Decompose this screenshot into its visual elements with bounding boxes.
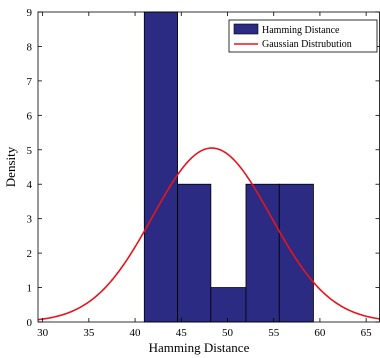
x-tick-label: 65 — [361, 327, 373, 339]
y-tick-label: 6 — [27, 110, 33, 122]
histogram-bar — [245, 183, 280, 323]
x-tick-label: 45 — [176, 327, 188, 339]
y-tick-label: 3 — [27, 214, 33, 226]
y-tick-label: 2 — [27, 248, 33, 260]
x-tick-label: 50 — [222, 327, 234, 339]
y-tick-label: 0 — [27, 317, 33, 329]
histogram-bar — [210, 287, 247, 323]
histogram-bar — [278, 183, 314, 323]
y-tick-label: 1 — [27, 283, 33, 295]
legend: Hamming Distance Gaussian Distrubution — [228, 19, 378, 53]
legend-label-gaussian: Gaussian Distrubution — [262, 39, 352, 50]
y-axis-label: Density — [3, 146, 18, 187]
histogram-bar — [177, 183, 212, 323]
x-tick-label: 40 — [130, 327, 142, 339]
y-tick-label: 5 — [27, 145, 33, 157]
y-tick-label: 9 — [27, 7, 33, 19]
gaussian-curve — [37, 147, 380, 321]
y-tick-label: 7 — [27, 76, 33, 88]
x-tick-label: 35 — [83, 327, 95, 339]
histogram-bar — [143, 11, 178, 323]
legend-swatch-histogram — [233, 23, 259, 35]
histogram-bars — [143, 11, 314, 323]
x-tick-label: 30 — [37, 327, 49, 339]
y-tick-label: 4 — [27, 179, 33, 191]
y-tick-label: 8 — [27, 41, 33, 53]
x-tick-label: 55 — [268, 327, 280, 339]
x-axis-ticks: 30 35 40 45 50 55 60 65 — [37, 12, 372, 339]
x-axis-label: Hamming Distance — [149, 340, 250, 355]
legend-label-histogram: Hamming Distance — [262, 25, 340, 36]
x-tick-label: 60 — [314, 327, 326, 339]
y-axis-ticks: 0 1 2 3 4 5 6 7 8 9 — [27, 7, 380, 329]
